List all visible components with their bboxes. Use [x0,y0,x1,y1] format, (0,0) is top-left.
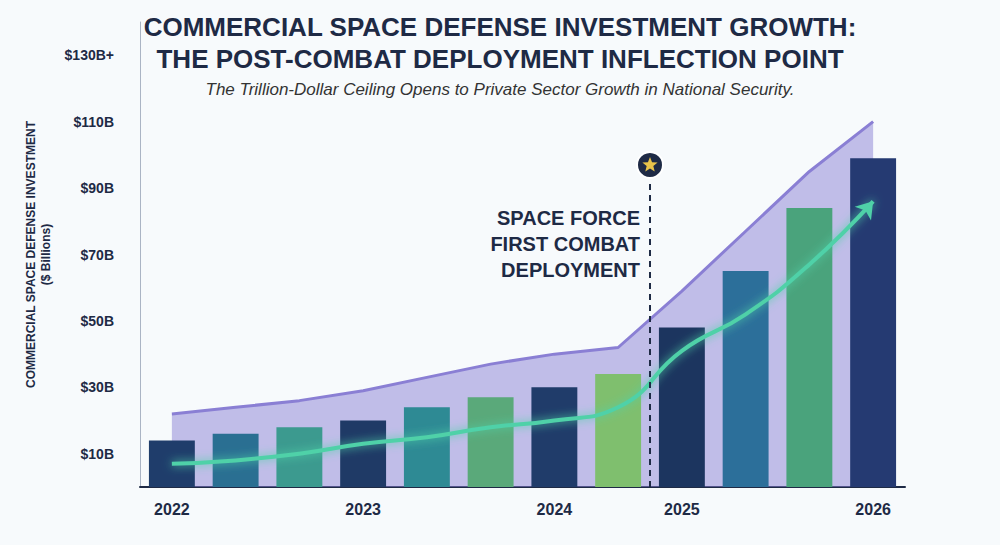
svg-text:The Trillion-Dollar Ceiling Op: The Trillion-Dollar Ceiling Opens to Pri… [206,80,795,99]
svg-text:DEPLOYMENT: DEPLOYMENT [501,259,640,281]
svg-text:$110B: $110B [74,114,114,130]
svg-text:$70B: $70B [81,247,114,263]
svg-text:2022: 2022 [154,501,190,518]
svg-text:($ Billions): ($ Billions) [39,224,53,285]
svg-text:$30B: $30B [81,379,114,395]
svg-text:2025: 2025 [664,501,700,518]
svg-text:2023: 2023 [345,501,381,518]
svg-text:SPACE FORCE: SPACE FORCE [497,207,640,229]
svg-text:COMMERCIAL SPACE DEFENSE INVES: COMMERCIAL SPACE DEFENSE INVESTMENT GROW… [144,12,857,42]
svg-text:$90B: $90B [81,180,114,196]
svg-text:2026: 2026 [855,501,891,518]
svg-text:COMMERCIAL SPACE DEFENSE INVES: COMMERCIAL SPACE DEFENSE INVESTMENT [24,120,38,388]
svg-text:$50B: $50B [81,313,114,329]
svg-text:2024: 2024 [537,501,573,518]
svg-text:FIRST COMBAT: FIRST COMBAT [490,233,640,255]
svg-text:THE POST-COMBAT DEPLOYMENT INF: THE POST-COMBAT DEPLOYMENT INFLECTION PO… [156,44,843,74]
svg-text:$130B+: $130B+ [65,47,114,63]
svg-text:$10B: $10B [81,446,114,462]
